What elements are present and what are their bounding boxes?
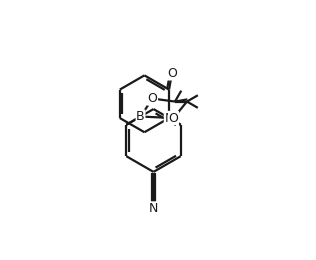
Text: N: N: [164, 112, 174, 125]
Text: N: N: [149, 202, 158, 215]
Text: B: B: [136, 110, 145, 123]
Text: O: O: [167, 67, 177, 80]
Text: O: O: [168, 112, 179, 125]
Text: O: O: [148, 92, 157, 105]
